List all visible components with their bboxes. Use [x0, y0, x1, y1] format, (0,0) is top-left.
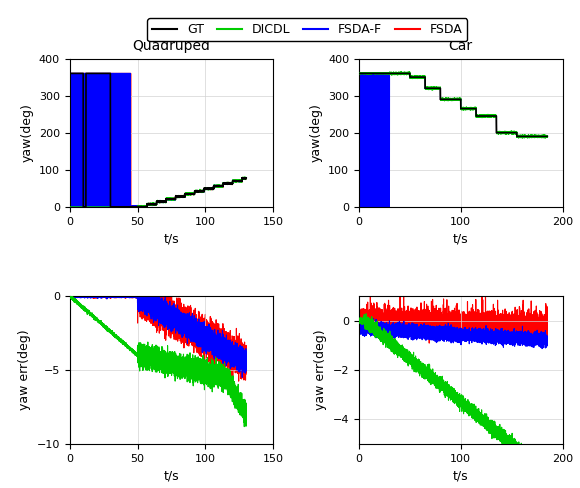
Y-axis label: yaw err(deg): yaw err(deg)	[314, 329, 327, 410]
X-axis label: t/s: t/s	[164, 469, 179, 482]
Y-axis label: yaw(deg): yaw(deg)	[310, 103, 322, 162]
Legend: GT, DICDL, FSDA-F, FSDA: GT, DICDL, FSDA-F, FSDA	[147, 19, 467, 41]
Y-axis label: yaw err(deg): yaw err(deg)	[18, 329, 31, 410]
Title: Car: Car	[449, 39, 473, 53]
Y-axis label: yaw(deg): yaw(deg)	[20, 103, 33, 162]
X-axis label: t/s: t/s	[164, 232, 179, 245]
Title: Quadruped: Quadruped	[132, 39, 211, 53]
X-axis label: t/s: t/s	[453, 469, 469, 482]
X-axis label: t/s: t/s	[453, 232, 469, 245]
